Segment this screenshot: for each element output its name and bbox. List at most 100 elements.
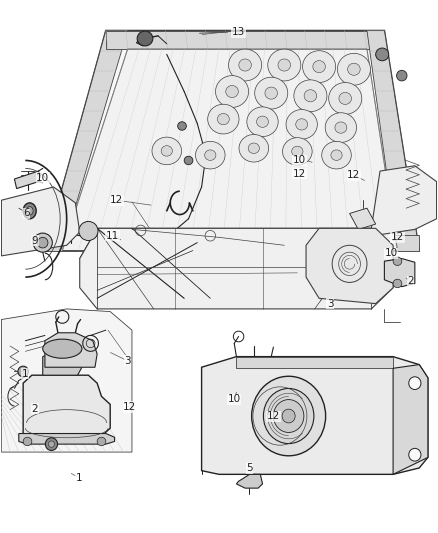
Ellipse shape [265,87,278,99]
Ellipse shape [393,257,402,265]
Text: 12: 12 [293,169,306,179]
Polygon shape [201,357,428,474]
Polygon shape [19,433,115,444]
Ellipse shape [283,138,312,165]
Text: 13: 13 [232,27,245,37]
Polygon shape [23,375,110,436]
Ellipse shape [23,437,32,446]
Ellipse shape [339,92,352,104]
Ellipse shape [137,31,153,46]
Text: 10: 10 [228,394,241,404]
Polygon shape [306,228,393,304]
Ellipse shape [348,63,360,75]
Text: 2: 2 [407,276,414,286]
Ellipse shape [195,141,225,169]
Ellipse shape [325,113,357,142]
Ellipse shape [393,279,402,288]
Ellipse shape [33,233,52,252]
Ellipse shape [286,110,318,139]
Polygon shape [367,30,419,251]
Ellipse shape [26,207,33,215]
Polygon shape [106,30,385,49]
Text: 9: 9 [32,236,38,246]
Ellipse shape [239,134,268,162]
Ellipse shape [273,400,304,432]
Ellipse shape [43,339,82,358]
Polygon shape [371,166,437,235]
Ellipse shape [205,150,216,160]
Ellipse shape [178,122,186,130]
Polygon shape [43,349,82,375]
Text: 2: 2 [32,403,38,414]
Ellipse shape [303,51,336,83]
Ellipse shape [38,237,48,248]
Ellipse shape [239,59,251,71]
Ellipse shape [328,83,362,114]
Polygon shape [237,357,393,368]
Polygon shape [80,228,393,269]
Ellipse shape [304,90,317,102]
Ellipse shape [263,389,314,443]
Ellipse shape [18,366,28,377]
Ellipse shape [257,116,268,127]
Text: 12: 12 [110,195,124,205]
Ellipse shape [184,156,193,165]
Polygon shape [1,187,80,256]
Text: 11: 11 [106,231,119,241]
Ellipse shape [48,441,54,447]
Polygon shape [14,171,41,189]
Ellipse shape [335,122,347,133]
Ellipse shape [376,48,389,61]
Polygon shape [80,228,393,309]
Text: 12: 12 [347,171,360,180]
Ellipse shape [229,49,261,81]
Ellipse shape [278,59,290,71]
Ellipse shape [409,377,421,390]
Ellipse shape [208,104,239,134]
Text: 1: 1 [75,473,82,482]
Polygon shape [1,309,132,452]
Text: 6: 6 [23,208,29,219]
Text: 3: 3 [327,298,333,309]
Text: 1: 1 [22,369,28,378]
Ellipse shape [226,85,238,98]
Ellipse shape [247,107,278,136]
Ellipse shape [79,221,98,240]
Text: 5: 5 [246,463,253,473]
Polygon shape [45,30,127,251]
Ellipse shape [248,143,259,154]
Polygon shape [62,49,397,251]
Text: 10: 10 [36,173,49,183]
Ellipse shape [282,409,295,423]
Ellipse shape [322,141,351,169]
Text: 3: 3 [124,356,131,366]
Ellipse shape [268,49,301,81]
Polygon shape [385,259,415,287]
Text: 10: 10 [385,248,397,259]
Ellipse shape [215,76,249,108]
Ellipse shape [337,53,371,85]
Polygon shape [136,34,152,46]
Ellipse shape [313,61,325,72]
Ellipse shape [46,438,57,450]
Ellipse shape [152,137,182,165]
Polygon shape [237,474,262,488]
Ellipse shape [396,70,407,81]
Polygon shape [45,333,97,367]
Text: 10: 10 [293,156,306,165]
Text: 12: 12 [267,411,280,421]
Text: 12: 12 [123,402,136,412]
Polygon shape [45,30,419,251]
Ellipse shape [409,448,421,461]
Ellipse shape [294,80,327,112]
Ellipse shape [217,114,230,125]
Ellipse shape [331,150,342,160]
Ellipse shape [292,146,303,157]
Text: 12: 12 [391,232,404,243]
Ellipse shape [161,146,173,156]
Ellipse shape [97,437,106,446]
Ellipse shape [296,119,307,130]
Polygon shape [393,365,428,474]
Ellipse shape [254,77,288,109]
Ellipse shape [23,203,36,219]
